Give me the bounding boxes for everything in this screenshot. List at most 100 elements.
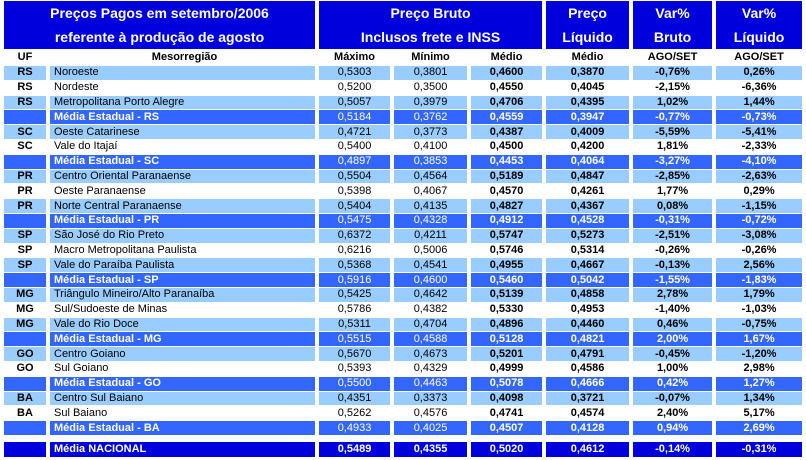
state-average-row: Média Estadual - BA 0,4933 0,4025 0,4507 0,4… <box>4 421 803 435</box>
state-average-row: Média Estadual - PR 0,5475 0,4328 0,4912 0,4… <box>4 213 803 228</box>
cell-var2: -0,72% <box>716 213 803 228</box>
cell-medio: 0,4559 <box>471 110 543 125</box>
cell-medio2: 0,4953 <box>546 302 630 317</box>
cell-uf: RS <box>4 66 46 80</box>
cell-max: 0,5368 <box>319 258 391 273</box>
cell-medio: 0,4453 <box>471 154 543 169</box>
cell-medio: 0,4500 <box>471 139 543 154</box>
cell-medio: 0,4570 <box>471 184 543 199</box>
cell-uf: SP <box>4 243 46 258</box>
cell-uf <box>4 421 46 435</box>
region-row: MG Triângulo Mineiro/Alto Paranaíba 0,5425… <box>4 287 803 302</box>
cell-var1: 1,00% <box>633 361 713 376</box>
region-row: SC Oeste Catarinese 0,4721 0,3773 0,4387 0,40… <box>4 125 803 139</box>
cell-var2: -1,83% <box>716 273 803 287</box>
cell-var2: 2,69% <box>716 421 803 435</box>
cell-var2: 1,27% <box>716 376 803 391</box>
col-header-minimo: Mínimo <box>394 50 468 65</box>
cell-max: 0,5184 <box>319 110 391 125</box>
cell-medio2: 0,4128 <box>546 421 630 435</box>
col-header-agoset-bruto: AGO/SET <box>633 50 713 65</box>
state-average-row: Média Estadual - GO 0,5500 0,4463 0,5078 0,4… <box>4 376 803 391</box>
cell-uf <box>4 154 46 169</box>
table-title: Preços Pagos em setembro/2006 referente … <box>4 1 316 49</box>
cell-var2: 0,26% <box>716 66 803 80</box>
cell-medio: 0,4827 <box>471 199 543 213</box>
cell-min: 0,4067 <box>394 184 468 199</box>
region-row: RS Nordeste 0,5200 0,3500 0,4550 0,4045 -2,15%… <box>4 80 803 95</box>
cell-medio2: 0,3870 <box>546 66 630 80</box>
region-row: MG Sul/Sudoeste de Minas 0,5786 0,4382 0,533… <box>4 302 803 317</box>
cell-medio2: 0,4528 <box>546 213 630 228</box>
cell-medio2: 0,4200 <box>546 139 630 154</box>
cell-min: 0,4382 <box>394 302 468 317</box>
cell-uf: SC <box>4 139 46 154</box>
region-row: MG Vale do Rio Doce 0,5311 0,4704 0,4896 0,44… <box>4 317 803 332</box>
cell-min: 0,3801 <box>394 66 468 80</box>
cell-var1: -0,77% <box>633 110 713 125</box>
cell-medio2: 0,4460 <box>546 317 630 332</box>
table-title-line1: Preços Pagos em setembro/2006 <box>50 5 269 21</box>
region-row: RS Noroeste 0,5303 0,3801 0,4600 0,3870 -0,76%… <box>4 66 803 80</box>
header-band-row: Preços Pagos em setembro/2006 referente … <box>4 1 803 49</box>
region-row: BA Sul Baiano 0,5262 0,4576 0,4741 0,4574 2,40… <box>4 406 803 421</box>
cell-max: 0,5916 <box>319 273 391 287</box>
cell-medio2: 0,4791 <box>546 347 630 361</box>
cell-var1: 0,46% <box>633 317 713 332</box>
cell-min: 0,4463 <box>394 376 468 391</box>
cell-var2: 0,29% <box>716 184 803 199</box>
cell-uf <box>4 441 46 457</box>
cell-var1: -0,31% <box>633 213 713 228</box>
cell-max: 0,5500 <box>319 376 391 391</box>
cell-uf: PR <box>4 199 46 213</box>
region-row: PR Oeste Paranaense 0,5398 0,4067 0,4570 0,42… <box>4 184 803 199</box>
cell-uf: SC <box>4 125 46 139</box>
cell-min: 0,4642 <box>394 287 468 302</box>
cell-var2: -2,63% <box>716 169 803 184</box>
band-preco-liquido: Preço Líquido <box>546 1 630 49</box>
cell-var2: 1,79% <box>716 287 803 302</box>
cell-medio: 0,5460 <box>471 273 543 287</box>
cell-region: Centro Oriental Paranaense <box>50 169 316 184</box>
cell-uf: RS <box>4 80 46 95</box>
cell-var2: -4,10% <box>716 154 803 169</box>
cell-var-bruto: -0,14% <box>633 441 713 457</box>
cell-uf <box>4 213 46 228</box>
cell-var1: -0,76% <box>633 66 713 80</box>
col-header-maximo: Máximo <box>319 50 391 65</box>
cell-min: 0,4704 <box>394 317 468 332</box>
cell-max: 0,5670 <box>319 347 391 361</box>
cell-var1: -1,40% <box>633 302 713 317</box>
cell-var2: 2,98% <box>716 361 803 376</box>
cell-max: 0,5475 <box>319 213 391 228</box>
region-row: SP São José do Rio Preto 0,6372 0,4211 0,574… <box>4 228 803 243</box>
cell-var2: -1,03% <box>716 302 803 317</box>
cell-medio-bruto: 0,5020 <box>471 441 543 457</box>
cell-min: 0,3979 <box>394 95 468 110</box>
cell-var2: 5,17% <box>716 406 803 421</box>
cell-medio: 0,4741 <box>471 406 543 421</box>
cell-minimo: 0,4355 <box>394 441 468 457</box>
cell-medio: 0,4507 <box>471 421 543 435</box>
cell-var1: -0,45% <box>633 347 713 361</box>
cell-min: 0,4576 <box>394 406 468 421</box>
cell-region: Oeste Paranaense <box>50 184 316 199</box>
cell-var1: -0,26% <box>633 243 713 258</box>
cell-min: 0,4135 <box>394 199 468 213</box>
cell-var1: -2,51% <box>633 228 713 243</box>
cell-var1: -1,55% <box>633 273 713 287</box>
cell-uf: GO <box>4 361 46 376</box>
cell-region: Triângulo Mineiro/Alto Paranaíba <box>50 287 316 302</box>
cell-medio2: 0,4847 <box>546 169 630 184</box>
cell-max: 0,5057 <box>319 95 391 110</box>
cell-var2: -0,26% <box>716 243 803 258</box>
region-row: SP Macro Metropolitana Paulista 0,6216 0,50… <box>4 243 803 258</box>
col-header-uf: UF <box>4 50 46 65</box>
cell-max: 0,6372 <box>319 228 391 243</box>
cell-max: 0,5515 <box>319 332 391 347</box>
cell-min: 0,4564 <box>394 169 468 184</box>
cell-region: Sul Goiano <box>50 361 316 376</box>
cell-region: Macro Metropolitana Paulista <box>50 243 316 258</box>
cell-medio: 0,4550 <box>471 80 543 95</box>
cell-medio2: 0,4858 <box>546 287 630 302</box>
